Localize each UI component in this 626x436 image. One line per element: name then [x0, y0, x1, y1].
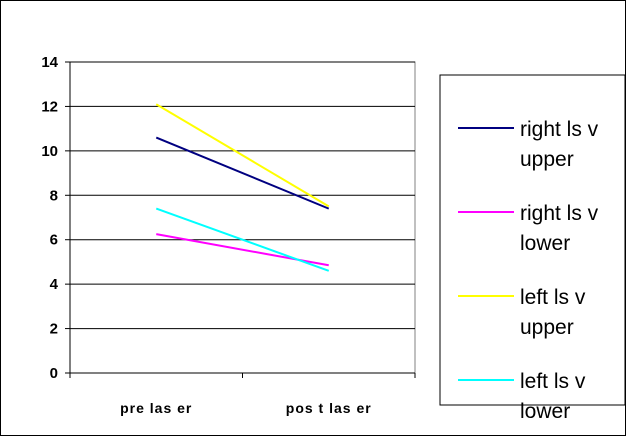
series-line-2 [155, 103, 330, 208]
x-tick-label-1: pos t las er [286, 400, 372, 416]
y-tick-label-2: 2 [50, 321, 58, 338]
legend-label-0-0: right ls v [520, 118, 599, 141]
y-tick-label-8: 8 [50, 187, 58, 204]
y-tick-label-6: 6 [50, 232, 58, 249]
y-tick-label-0: 0 [50, 365, 58, 382]
x-tick-labels: pre las er pos t las er [120, 400, 372, 416]
axes [65, 61, 416, 378]
legend-label-1-0: right ls v [520, 202, 599, 225]
y-tick-label-14: 14 [41, 54, 58, 71]
legend-label-1-1: lower [520, 232, 570, 255]
legend-label-3-1: lower [520, 400, 570, 423]
legend-box [439, 74, 626, 406]
legend-label-2-1: upper [520, 316, 574, 339]
legend-label-3-0: left ls v [520, 370, 586, 393]
y-tick-labels: 0 2 4 6 8 10 12 14 [41, 54, 58, 382]
legend-label-0-1: upper [520, 148, 574, 171]
legend-label-2-0: left ls v [520, 286, 586, 309]
x-tick-label-0: pre las er [120, 400, 192, 416]
y-tick-label-4: 4 [50, 276, 59, 293]
y-tick-label-10: 10 [41, 143, 58, 160]
y-tick-label-12: 12 [41, 98, 58, 115]
legend: right ls v upper right ls v lower left ls v u… [458, 118, 599, 423]
gridlines [70, 61, 415, 330]
series-line-3 [155, 207, 330, 272]
series-lines [155, 103, 330, 272]
series-line-0 [155, 136, 330, 210]
